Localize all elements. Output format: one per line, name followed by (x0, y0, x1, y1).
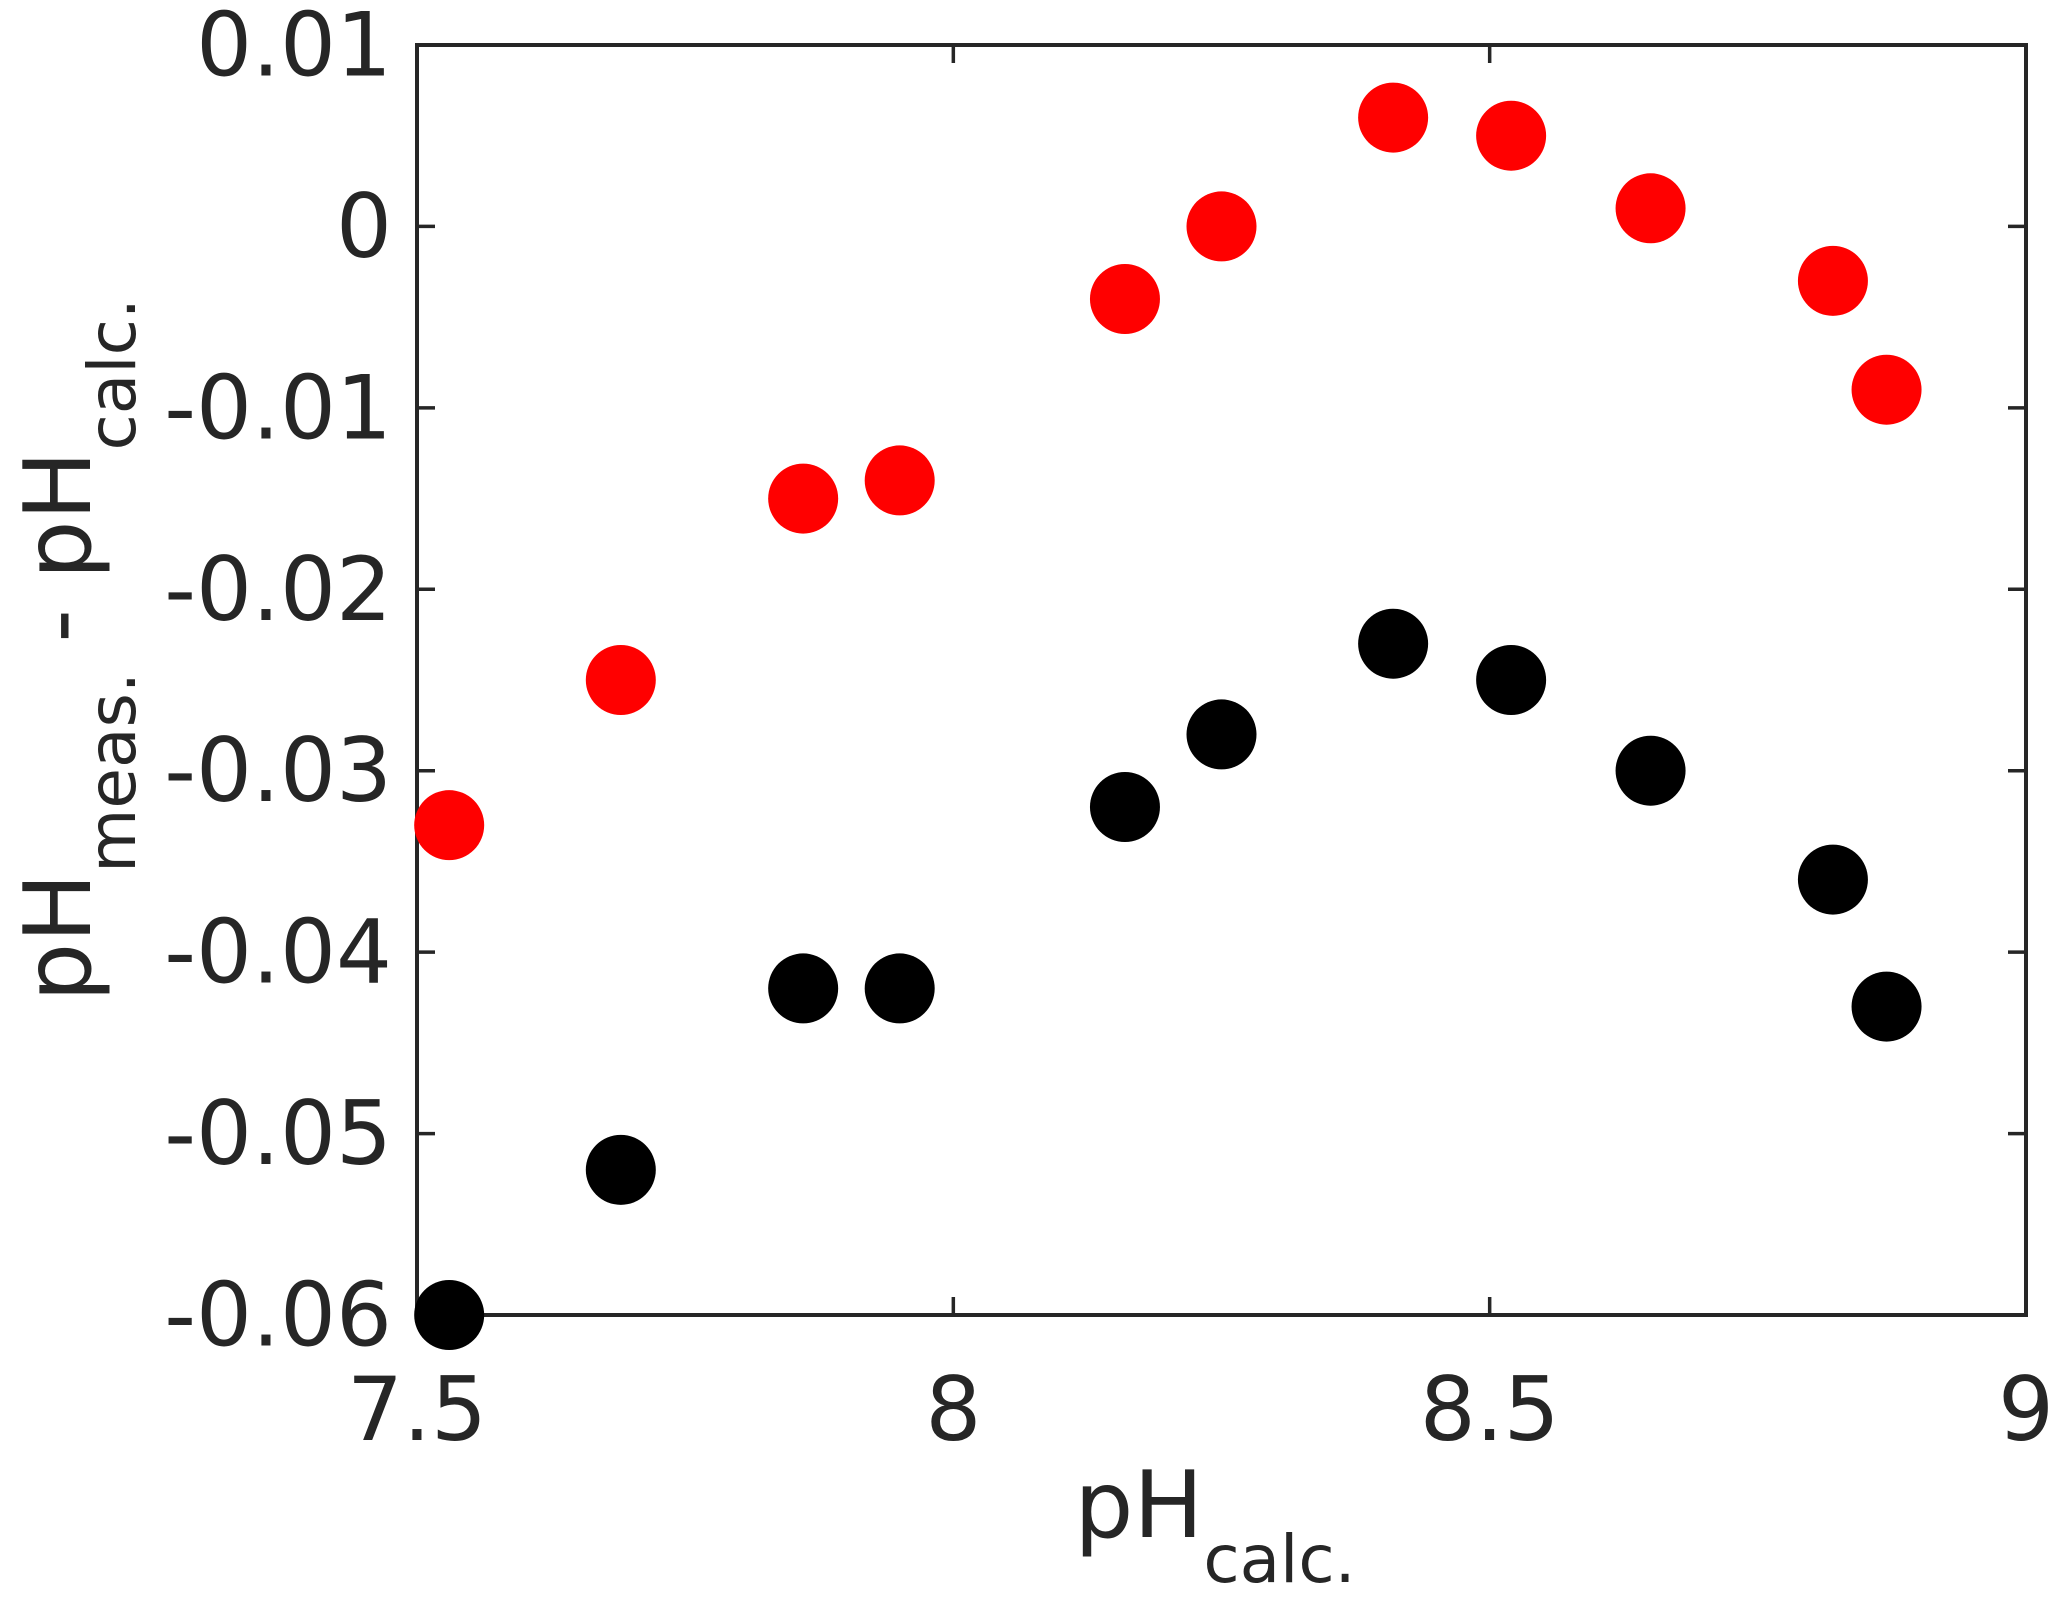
y-tick-label: -0.06 (164, 1264, 392, 1367)
y-tick-labels: 0.01 0 -0.01 -0.02 -0.03 -0.04 -0.05 -0.06 (164, 0, 392, 1367)
data-point-black-series (1797, 844, 1868, 915)
y-tick-label: -0.01 (164, 356, 392, 459)
data-point-red-series (1797, 245, 1868, 316)
data-point-red-series (1851, 354, 1922, 425)
y-tick-label: -0.02 (164, 538, 392, 641)
data-point-black-series (1358, 608, 1429, 679)
y-tick-label: -0.04 (164, 901, 392, 1004)
y-tick-label: 0 (336, 175, 392, 278)
data-point-red-series (414, 790, 485, 861)
axis-label-main: - pH (4, 451, 112, 673)
data-point-black-series (1615, 735, 1686, 806)
axis-label-subscript: calc. (1203, 1521, 1355, 1597)
x-tick-label: 8 (925, 1358, 981, 1461)
x-tick-labels: 7.5 8 8.5 9 (347, 1358, 2054, 1461)
data-points (414, 82, 1922, 1350)
data-point-black-series (414, 1280, 485, 1350)
data-point-red-series (864, 445, 935, 516)
data-point-red-series (1358, 82, 1429, 153)
y-tick-label: -0.05 (164, 1082, 392, 1185)
y-tick-label: 0.01 (196, 0, 392, 97)
data-point-black-series (585, 1134, 656, 1205)
data-point-red-series (1476, 100, 1547, 171)
data-point-black-series (864, 953, 935, 1024)
data-point-red-series (1089, 264, 1160, 334)
data-point-black-series (1089, 772, 1160, 842)
axis-label-subscript: meas. (74, 672, 151, 873)
axis-ticks (415, 43, 2028, 1317)
x-tick-label: 7.5 (347, 1358, 487, 1461)
data-point-black-series (1476, 645, 1547, 715)
x-axis-label: pHcalc. (1074, 1451, 1355, 1597)
data-point-red-series (1186, 191, 1257, 262)
data-point-black-series (768, 953, 839, 1024)
x-tick-label: 8.5 (1420, 1358, 1560, 1461)
data-point-red-series (1615, 173, 1686, 244)
y-axis-label: pHmeas. - pHcalc. (4, 298, 151, 1002)
y-tick-label: -0.03 (164, 719, 392, 822)
data-point-black-series (1186, 699, 1257, 770)
axis-label-main: pH (4, 873, 112, 1002)
axis-label-main: pH (1074, 1451, 1203, 1559)
data-point-black-series (1851, 971, 1922, 1042)
data-point-red-series (585, 645, 656, 715)
axis-label-subscript: calc. (74, 298, 151, 450)
plot-box (415, 43, 2028, 1317)
data-point-red-series (768, 463, 839, 534)
x-tick-label: 9 (1998, 1358, 2054, 1461)
